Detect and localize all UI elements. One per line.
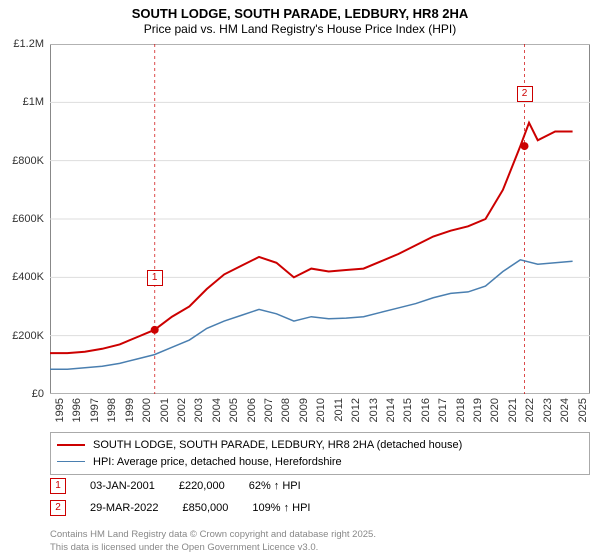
sale-delta-0: 62% ↑ HPI xyxy=(249,480,301,492)
sale-num-0: 1 xyxy=(50,478,66,494)
y-tick-label: £0 xyxy=(32,388,44,400)
x-tick-label: 1999 xyxy=(124,398,136,422)
x-tick-label: 2013 xyxy=(368,398,380,422)
sale-price-1: £850,000 xyxy=(182,502,228,514)
y-tick-label: £1.2M xyxy=(13,38,44,50)
legend-swatch-1 xyxy=(57,461,85,462)
title-line1: SOUTH LODGE, SOUTH PARADE, LEDBURY, HR8 … xyxy=(0,6,600,22)
x-tick-label: 2004 xyxy=(211,398,223,422)
sale-price-0: £220,000 xyxy=(179,480,225,492)
legend-swatch-0 xyxy=(57,444,85,446)
sale-marker-box: 2 xyxy=(517,86,533,102)
chart-container: SOUTH LODGE, SOUTH PARADE, LEDBURY, HR8 … xyxy=(0,0,600,560)
legend-text-1: HPI: Average price, detached house, Here… xyxy=(93,454,342,471)
x-tick-label: 2003 xyxy=(193,398,205,422)
x-tick-label: 2008 xyxy=(280,398,292,422)
chart-area: £0£200K£400K£600K£800K£1M£1.2M 199519961… xyxy=(50,44,590,394)
sale-num-1: 2 xyxy=(50,500,66,516)
y-tick-label: £1M xyxy=(23,96,44,108)
legend-text-0: SOUTH LODGE, SOUTH PARADE, LEDBURY, HR8 … xyxy=(93,437,462,454)
x-tick-label: 2024 xyxy=(559,398,571,422)
footer-line1: Contains HM Land Registry data © Crown c… xyxy=(50,529,376,541)
sale-marker-box: 1 xyxy=(147,270,163,286)
legend-row-0: SOUTH LODGE, SOUTH PARADE, LEDBURY, HR8 … xyxy=(57,437,583,454)
x-tick-label: 2021 xyxy=(507,398,519,422)
chart-svg xyxy=(50,44,590,394)
footer: Contains HM Land Registry data © Crown c… xyxy=(50,529,376,554)
legend-row-1: HPI: Average price, detached house, Here… xyxy=(57,454,583,471)
x-tick-label: 2014 xyxy=(385,398,397,422)
x-tick-label: 1995 xyxy=(54,398,66,422)
x-tick-label: 2023 xyxy=(542,398,554,422)
x-tick-label: 2001 xyxy=(159,398,171,422)
x-tick-label: 1996 xyxy=(71,398,83,422)
x-tick-label: 1998 xyxy=(106,398,118,422)
y-tick-label: £200K xyxy=(12,330,44,342)
x-tick-label: 2011 xyxy=(333,398,345,422)
x-tick-label: 2025 xyxy=(577,398,589,422)
x-tick-label: 2020 xyxy=(489,398,501,422)
y-tick-label: £400K xyxy=(12,271,44,283)
x-tick-label: 2016 xyxy=(420,398,432,422)
footer-line2: This data is licensed under the Open Gov… xyxy=(50,542,376,554)
title-line2: Price paid vs. HM Land Registry's House … xyxy=(0,22,600,37)
x-tick-label: 2002 xyxy=(176,398,188,422)
title-block: SOUTH LODGE, SOUTH PARADE, LEDBURY, HR8 … xyxy=(0,0,600,37)
sale-date-0: 03-JAN-2001 xyxy=(90,480,155,492)
x-tick-label: 2006 xyxy=(246,398,258,422)
sale-row-1: 2 29-MAR-2022 £850,000 109% ↑ HPI xyxy=(50,500,310,516)
legend-box: SOUTH LODGE, SOUTH PARADE, LEDBURY, HR8 … xyxy=(50,432,590,475)
x-tick-label: 2018 xyxy=(455,398,467,422)
x-tick-label: 2012 xyxy=(350,398,362,422)
sale-delta-1: 109% ↑ HPI xyxy=(252,502,310,514)
sale-row-0: 1 03-JAN-2001 £220,000 62% ↑ HPI xyxy=(50,478,301,494)
x-tick-label: 2005 xyxy=(228,398,240,422)
y-tick-label: £800K xyxy=(12,155,44,167)
x-tick-label: 2017 xyxy=(437,398,449,422)
x-tick-label: 2009 xyxy=(298,398,310,422)
x-tick-label: 2022 xyxy=(524,398,536,422)
sale-date-1: 29-MAR-2022 xyxy=(90,502,158,514)
x-tick-label: 1997 xyxy=(89,398,101,422)
x-tick-label: 2000 xyxy=(141,398,153,422)
y-tick-label: £600K xyxy=(12,213,44,225)
x-tick-label: 2015 xyxy=(402,398,414,422)
x-tick-label: 2007 xyxy=(263,398,275,422)
x-tick-label: 2019 xyxy=(472,398,484,422)
x-tick-label: 2010 xyxy=(315,398,327,422)
